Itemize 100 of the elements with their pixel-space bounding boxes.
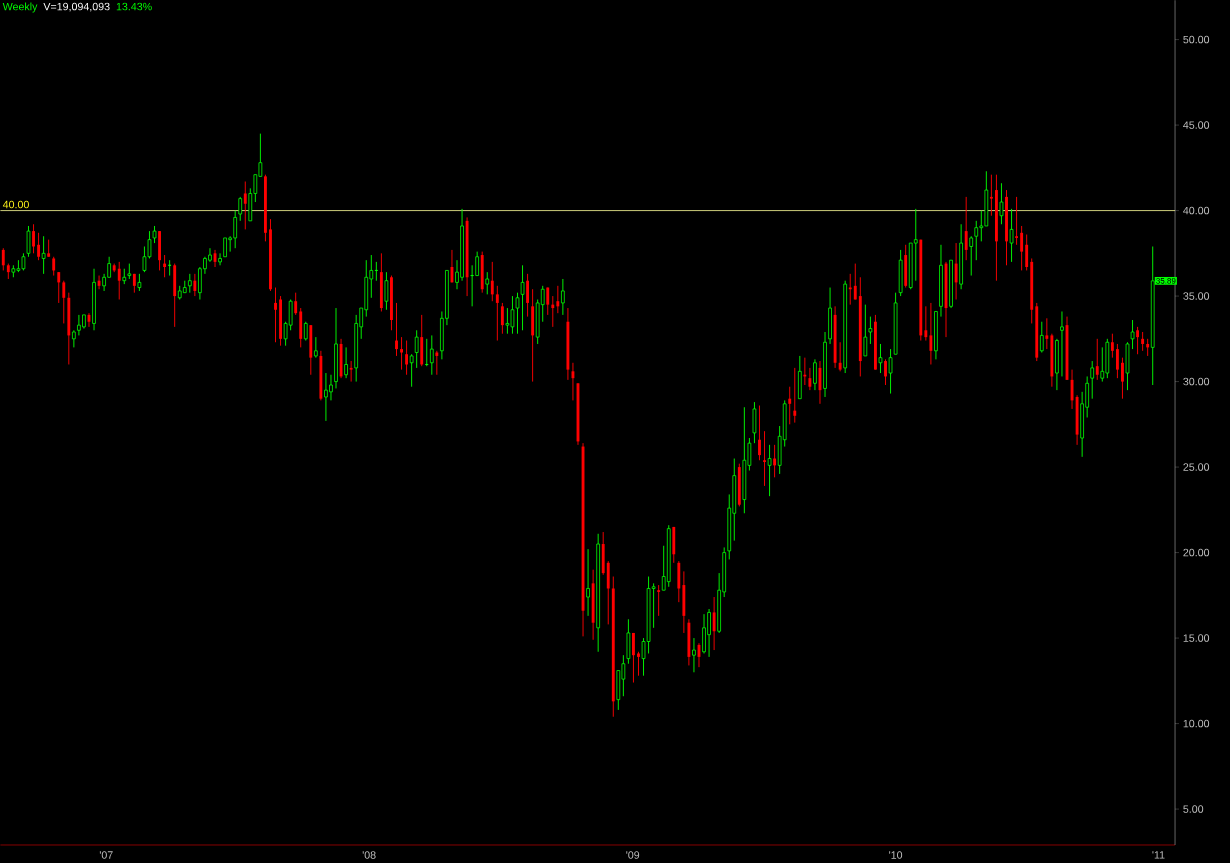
- candlestick: [500, 302, 504, 335]
- candlestick: [515, 292, 520, 335]
- candlestick: [853, 263, 857, 300]
- candlestick: [405, 340, 409, 376]
- candlestick: [26, 225, 31, 258]
- candlestick: [349, 360, 353, 383]
- candlestick: [72, 329, 76, 348]
- candlestick: [788, 386, 792, 425]
- annotation: V=19,094,093: [43, 2, 110, 12]
- y-tick-label: 5.00: [1183, 805, 1204, 813]
- candlestick: [884, 358, 887, 386]
- candlestick: [1025, 234, 1029, 271]
- candlestick: [969, 235, 974, 277]
- candlestick: [429, 334, 434, 376]
- candlestick: [767, 444, 772, 497]
- candlestick: [344, 346, 348, 379]
- candlestick: [294, 292, 298, 316]
- candlestick: [878, 343, 883, 374]
- candlestick: [1015, 196, 1019, 246]
- candlestick: [475, 251, 480, 277]
- candlestick: [924, 305, 928, 342]
- candlestick: [657, 584, 661, 617]
- y-tick-label: 30.00: [1183, 377, 1210, 386]
- candlestick: [1, 247, 5, 271]
- candlestick: [793, 367, 797, 424]
- candlestick: [813, 358, 817, 391]
- candlestick: [1141, 331, 1145, 352]
- candlestick: [1090, 360, 1095, 400]
- candlestick: [546, 287, 550, 316]
- candlestick: [974, 220, 979, 261]
- candlestick: [1115, 343, 1119, 379]
- candlestick: [561, 278, 565, 316]
- candlestick: [52, 256, 56, 277]
- x-tick-label: '07: [99, 851, 113, 859]
- candlestick: [863, 304, 868, 357]
- candlestick: [586, 548, 590, 617]
- x-tick-label: '11: [1152, 851, 1165, 859]
- candlestick: [1095, 338, 1099, 381]
- candlestick: [193, 273, 197, 297]
- candlestick: [1130, 319, 1135, 350]
- candlestick: [32, 223, 35, 254]
- candlestick: [763, 430, 766, 487]
- candlestick: [712, 596, 716, 651]
- candlestick: [556, 285, 560, 314]
- candlestick: [485, 271, 490, 295]
- candlestick: [1060, 311, 1064, 377]
- x-tick-label: '09: [626, 851, 640, 859]
- candlestick: [163, 254, 167, 278]
- candlestick: [1121, 357, 1124, 400]
- candlestick: [1100, 346, 1105, 383]
- candlestick: [1045, 317, 1049, 350]
- candlestick: [57, 271, 61, 304]
- candlestick: [187, 273, 192, 294]
- candlestick: [526, 273, 530, 318]
- annotation: 13.43%: [116, 2, 152, 11]
- y-tick-label: 45.00: [1183, 121, 1210, 129]
- candlestick: [41, 235, 46, 275]
- candlestick: [395, 302, 398, 357]
- y-tick-label: 35.00: [1183, 292, 1210, 300]
- y-tick-label: 15.00: [1183, 634, 1210, 642]
- y-tick-label: 10.00: [1183, 719, 1210, 728]
- candlestick: [243, 181, 247, 230]
- candlestick: [964, 196, 968, 261]
- y-tick-label: 40.00: [1183, 206, 1210, 215]
- candlestick: [1110, 333, 1114, 359]
- annotation: 35.89: [1156, 278, 1176, 284]
- candlestick: [495, 285, 499, 342]
- y-tick-label: 20.00: [1183, 548, 1210, 557]
- candlestick: [838, 341, 842, 372]
- candlestick: [97, 275, 101, 290]
- candlestick: [520, 264, 525, 331]
- candlestick: [1136, 326, 1140, 355]
- candlestick: [551, 295, 555, 328]
- candlestick: [888, 348, 893, 395]
- x-tick-label: '08: [362, 851, 376, 859]
- y-tick-label: 25.00: [1183, 463, 1210, 471]
- candlestick: [238, 196, 243, 222]
- candlestick: [758, 405, 761, 461]
- candlestick: [808, 367, 812, 391]
- candlestick: [117, 261, 121, 300]
- candlestick: [752, 401, 757, 444]
- chart-title: Weekly: [2, 2, 38, 13]
- candlestick: [414, 329, 419, 369]
- candlestick: [989, 174, 993, 217]
- candlestick: [692, 637, 696, 673]
- candlestick: [1020, 225, 1024, 271]
- y-tick-label: 50.00: [1183, 35, 1210, 44]
- candlestick: [1039, 321, 1044, 353]
- candlestick: [62, 280, 66, 324]
- candlestick: [773, 444, 777, 478]
- candlestick: [400, 336, 403, 371]
- x-tick-label: '10: [889, 851, 903, 859]
- candlestick: [218, 252, 222, 266]
- candlestick: [1009, 208, 1014, 263]
- candlestick: [637, 651, 640, 677]
- candlestick: [274, 287, 277, 343]
- candlestick: [303, 321, 308, 342]
- candlestick: [999, 182, 1004, 225]
- candlestick: [632, 632, 635, 684]
- candlestick: [314, 336, 318, 359]
